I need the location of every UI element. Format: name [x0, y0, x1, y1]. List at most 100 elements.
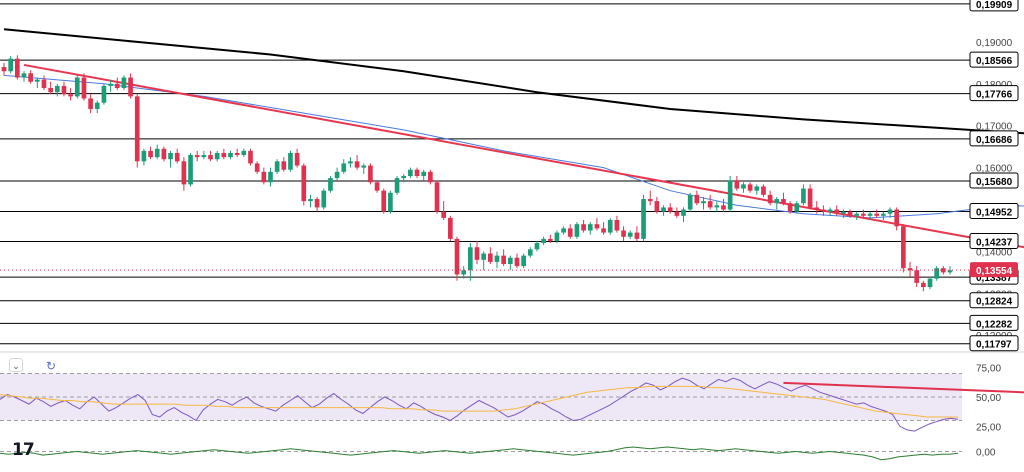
- candle-body: [881, 213, 886, 216]
- candle: [48, 81, 53, 95]
- candle-body: [687, 194, 693, 210]
- candle-body: [454, 238, 460, 275]
- level-label: 0,18566: [976, 56, 1013, 67]
- chevron-down-icon: ⌄: [12, 361, 20, 371]
- candle-body: [594, 224, 600, 229]
- candle: [801, 184, 806, 206]
- candle: [794, 201, 800, 214]
- candle: [148, 146, 153, 160]
- candle: [454, 236, 460, 281]
- current-price-box: [970, 262, 1018, 278]
- macd-line: [0, 446, 959, 461]
- candle-body: [627, 232, 633, 237]
- candle: [827, 207, 833, 216]
- candle-body: [328, 178, 333, 191]
- level-label: 0,19909: [976, 0, 1013, 11]
- candle-body: [401, 176, 407, 179]
- candle-body: [308, 199, 313, 202]
- collapse-pane-button[interactable]: ⌄: [9, 358, 23, 372]
- candle: [341, 159, 347, 174]
- rsi-tick-label: 25,00: [976, 422, 1001, 433]
- candle: [441, 201, 447, 220]
- level-label-box: [969, 0, 1019, 12]
- candle-body: [821, 209, 826, 212]
- candle: [101, 83, 107, 105]
- candle-body: [527, 249, 533, 256]
- candle-body: [754, 186, 760, 191]
- candle: [194, 150, 200, 162]
- candle-body: [814, 207, 820, 210]
- candle-body: [607, 220, 613, 233]
- candle: [567, 224, 573, 239]
- candle-body: [767, 194, 773, 204]
- candle: [168, 150, 173, 168]
- level-label: 0,14952: [976, 208, 1013, 219]
- candle: [581, 220, 586, 233]
- candle-body: [74, 77, 80, 97]
- candle: [721, 199, 726, 212]
- candle-body: [434, 182, 440, 212]
- level-label: 0,15680: [976, 177, 1013, 188]
- candle: [414, 167, 420, 179]
- candle: [14, 55, 20, 80]
- candle: [847, 209, 853, 218]
- candle: [328, 176, 333, 193]
- candle-body: [14, 58, 20, 78]
- candle: [161, 146, 167, 162]
- candle-body: [294, 152, 300, 166]
- candle-body: [667, 207, 673, 212]
- candle-body: [234, 152, 240, 156]
- candle-body: [321, 190, 327, 208]
- candle: [74, 75, 80, 99]
- candle: [468, 243, 473, 281]
- candle-body: [228, 152, 233, 158]
- candle: [334, 167, 340, 181]
- candle-body: [248, 150, 253, 164]
- candle-body: [201, 155, 207, 158]
- candle-body: [741, 184, 746, 189]
- candle: [561, 226, 566, 235]
- level-label: 0,17766: [976, 90, 1013, 101]
- candle: [134, 94, 140, 168]
- candle-body: [674, 211, 680, 216]
- candle: [661, 205, 666, 216]
- refresh-button[interactable]: ↻: [44, 359, 58, 373]
- level-label-box: [969, 292, 1019, 309]
- candle: [54, 83, 60, 97]
- candle: [861, 209, 866, 218]
- candle: [754, 184, 760, 195]
- candle: [114, 77, 120, 91]
- candle: [667, 203, 673, 214]
- level-label: 0,11797: [976, 340, 1012, 351]
- rsi-tick-label: 75,00: [976, 364, 1001, 375]
- candle-body: [574, 224, 580, 237]
- candle: [501, 249, 506, 267]
- candle: [927, 276, 933, 290]
- candle: [701, 196, 706, 210]
- candle-body: [507, 257, 513, 264]
- candle-body: [461, 270, 467, 275]
- price-tick-label: 0,17000: [976, 122, 1013, 133]
- candle-body: [134, 96, 140, 162]
- candle-body: [781, 199, 786, 204]
- candle: [707, 194, 713, 210]
- candle-body: [714, 205, 720, 208]
- candle-body: [28, 73, 33, 82]
- candle: [534, 240, 540, 252]
- candle-body: [374, 182, 380, 191]
- candle-body: [301, 165, 307, 202]
- candle: [214, 150, 220, 162]
- rsi-ma-line: [0, 385, 958, 418]
- candle: [474, 240, 480, 264]
- candle: [694, 190, 700, 206]
- candle-body: [388, 192, 393, 212]
- candle: [674, 207, 680, 218]
- candle: [154, 144, 160, 160]
- candle-body: [194, 155, 200, 158]
- candle: [141, 148, 147, 166]
- tradingview-logo: 17: [12, 440, 35, 460]
- candle: [841, 209, 846, 218]
- candle: [354, 155, 360, 170]
- candle-body: [661, 207, 666, 212]
